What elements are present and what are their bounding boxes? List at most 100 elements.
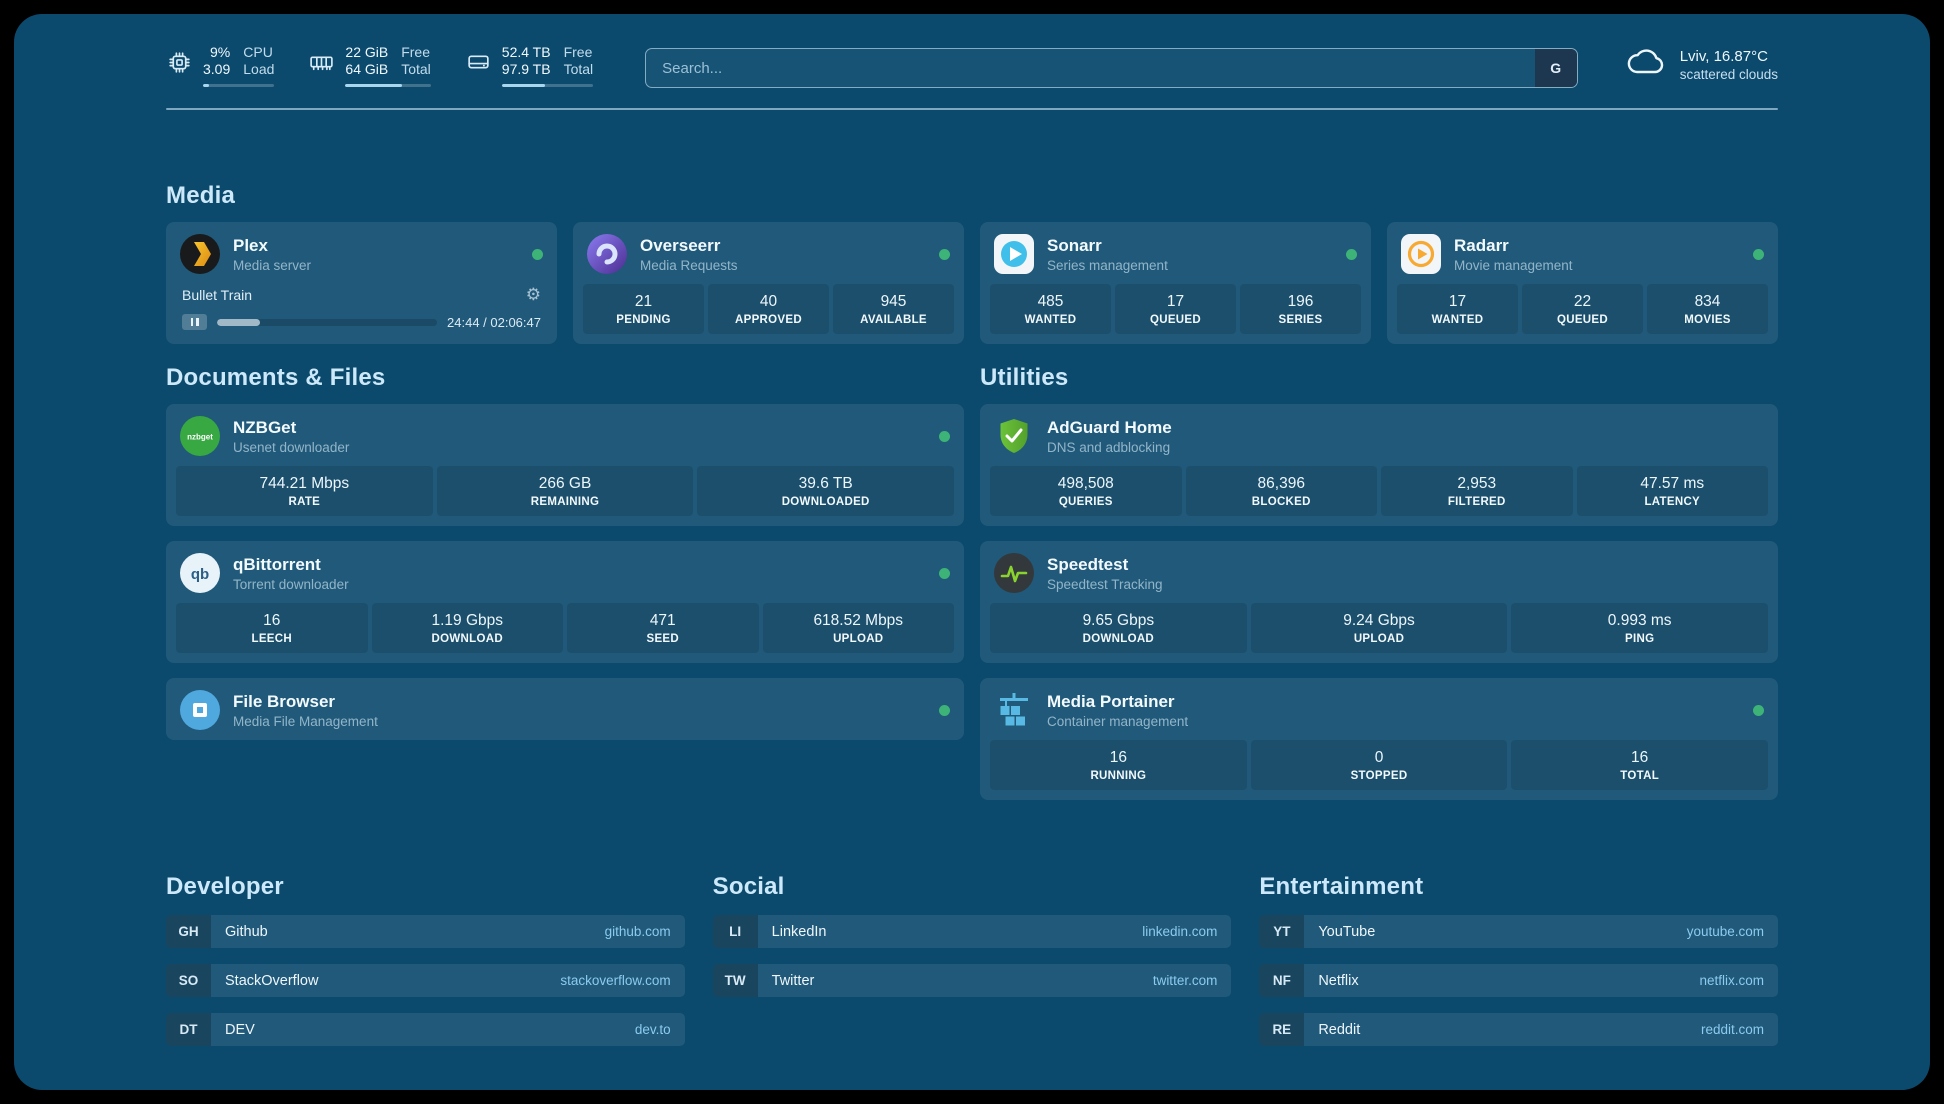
topbar: 9% 3.09 CPU Load <box>166 44 1778 88</box>
service-header-filebrowser[interactable]: File Browser Media File Management <box>166 678 964 740</box>
bookmark-name: DEV <box>225 1021 255 1038</box>
stat-label: SEED <box>646 632 680 645</box>
stat-value: 471 <box>649 611 676 629</box>
stat-value: 47.57 ms <box>1640 474 1705 492</box>
stat-label: APPROVED <box>735 313 802 326</box>
bookmark-domain: twitter.com <box>1152 973 1218 988</box>
service-subtitle: Container management <box>1047 713 1189 729</box>
stat-tile: 0 STOPPED <box>1250 740 1508 790</box>
bookmark-stackoverflow[interactable]: SO StackOverflow stackoverflow.com <box>166 964 685 997</box>
stat-label: PENDING <box>616 313 671 326</box>
bookmark-reddit[interactable]: RE Reddit reddit.com <box>1259 1013 1778 1046</box>
bookmark-github[interactable]: GH Github github.com <box>166 915 685 948</box>
bookmark-twitter[interactable]: TW Twitter twitter.com <box>712 964 1232 997</box>
weather-widget: Lviv, 16.87°C scattered clouds <box>1626 46 1778 83</box>
bookmark-abbr: LI <box>712 915 758 948</box>
stat-tile: 16 TOTAL <box>1511 740 1769 790</box>
service-header-adguard[interactable]: AdGuard Home DNS and adblocking <box>980 404 1778 466</box>
portainer-icon <box>994 690 1034 730</box>
status-dot <box>1753 704 1764 716</box>
bookmark-netflix[interactable]: NF Netflix netflix.com <box>1259 964 1778 997</box>
media-grid: Plex Media server Bullet Train ⚙ 24:44 /… <box>166 222 1778 344</box>
stat-label: RATE <box>288 495 321 508</box>
disk-free-value: 52.4 TB <box>501 44 551 60</box>
disk-total-label: Total <box>563 61 594 77</box>
stat-value: 485 <box>1037 292 1064 310</box>
dashboard-panel: 9% 3.09 CPU Load <box>14 14 1930 1090</box>
service-name: File Browser <box>233 691 336 711</box>
bookmark-abbr: SO <box>166 964 211 997</box>
stat-tile: 471 SEED <box>567 603 759 653</box>
stat-label: DOWNLOAD <box>431 632 503 645</box>
service-header-overseerr[interactable]: Overseerr Media Requests <box>573 222 964 284</box>
stat-label: UPLOAD <box>833 632 884 645</box>
stat-tile: 618.52 Mbps UPLOAD <box>762 603 954 653</box>
divider <box>166 108 1778 110</box>
stat-value: 16 <box>1631 748 1649 766</box>
sonarr-icon <box>994 234 1034 274</box>
search-input[interactable] <box>646 49 1535 87</box>
service-header-plex[interactable]: Plex Media server <box>166 222 557 284</box>
service-header-nzbget[interactable]: nzbget NZBGet Usenet downloader <box>166 404 964 466</box>
stat-tile: 40 APPROVED <box>708 284 829 334</box>
bookmark-group-entertainment: Entertainment YT YouTube youtube.com NF … <box>1259 873 1778 1046</box>
service-name: AdGuard Home <box>1047 417 1172 437</box>
service-stats: 498,508 QUERIES 86,396 BLOCKED 2,953 FILTER… <box>980 466 1778 526</box>
stat-label: AVAILABLE <box>860 313 927 326</box>
stat-label: DOWNLOADED <box>781 495 870 508</box>
weather-location: Lviv, 16.87°C <box>1679 47 1768 65</box>
service-header-qbittorrent[interactable]: qb qBittorrent Torrent downloader <box>166 541 964 603</box>
utilities-column: Utilities AdGuard Home <box>980 344 1778 815</box>
bookmark-dev[interactable]: DT DEV dev.to <box>166 1013 685 1046</box>
service-header-speedtest[interactable]: Speedtest Speedtest Tracking <box>980 541 1778 603</box>
service-stats: 16 LEECH 1.19 Gbps DOWNLOAD 471 SEED 618.52… <box>166 603 964 663</box>
overseerr-icon <box>587 234 627 274</box>
bookmark-name: Netflix <box>1318 972 1359 989</box>
service-subtitle: Series management <box>1047 257 1168 273</box>
bookmark-youtube[interactable]: YT YouTube youtube.com <box>1259 915 1778 948</box>
memory-free-label: Free <box>401 44 431 60</box>
section-title-entertainment: Entertainment <box>1259 873 1424 900</box>
bookmarks-section: Developer GH Github github.com SO StackO… <box>166 873 1778 1046</box>
stat-tile: 196 SERIES <box>1240 284 1361 334</box>
stat-label: QUEUED <box>1149 313 1201 326</box>
memory-icon <box>308 49 335 76</box>
stat-value: 16 <box>263 611 281 629</box>
stat-label: FILTERED <box>1447 495 1506 508</box>
service-card-qbittorrent: qb qBittorrent Torrent downloader 16 LEEC… <box>166 541 964 663</box>
service-card-adguard: AdGuard Home DNS and adblocking 498,508 Q… <box>980 404 1778 526</box>
service-card-radarr: Radarr Movie management 17 WANTED 22 QUEUE… <box>1387 222 1778 344</box>
stat-tile: 498,508 QUERIES <box>990 466 1182 516</box>
now-playing-row: Bullet Train ⚙ <box>166 285 557 305</box>
service-card-nzbget: nzbget NZBGet Usenet downloader 744.21 M… <box>166 404 964 526</box>
bookmark-linkedin[interactable]: LI LinkedIn linkedin.com <box>712 915 1232 948</box>
stat-value: 16 <box>1109 748 1127 766</box>
search-provider-button[interactable]: G <box>1534 49 1577 87</box>
stat-value: 266 GB <box>538 474 592 492</box>
cpu-widget: 9% 3.09 CPU Load <box>166 44 275 87</box>
memory-usage-bar <box>345 84 431 87</box>
gear-icon[interactable]: ⚙ <box>525 285 541 304</box>
stat-value: 22 <box>1573 292 1592 310</box>
bookmark-abbr: TW <box>712 964 758 997</box>
service-card-overseerr: Overseerr Media Requests 21 PENDING 40 APP… <box>573 222 964 344</box>
service-stats: 9.65 Gbps DOWNLOAD 9.24 Gbps UPLOAD 0.993 … <box>980 603 1778 663</box>
service-header-radarr[interactable]: Radarr Movie management <box>1387 222 1778 284</box>
service-header-sonarr[interactable]: Sonarr Series management <box>980 222 1371 284</box>
section-title-utilities: Utilities <box>980 364 1069 391</box>
bookmark-domain: stackoverflow.com <box>560 973 671 988</box>
stat-value: 744.21 Mbps <box>259 474 350 492</box>
service-header-portainer[interactable]: Media Portainer Container management <box>980 678 1778 740</box>
service-name: Overseerr <box>640 235 721 255</box>
service-card-plex: Plex Media server Bullet Train ⚙ 24:44 /… <box>166 222 557 344</box>
bookmark-abbr: GH <box>166 915 211 948</box>
service-card-speedtest: Speedtest Speedtest Tracking 9.65 Gbps DO… <box>980 541 1778 663</box>
status-dot <box>939 430 950 442</box>
disk-total-value: 97.9 TB <box>501 61 551 77</box>
stat-value: 2,953 <box>1457 474 1497 492</box>
disk-usage-bar <box>501 84 594 87</box>
mid-grid: Documents & Files nzbget NZBGet Usenet d <box>166 344 1778 815</box>
stat-label: DOWNLOAD <box>1082 632 1155 645</box>
pause-button[interactable] <box>182 314 207 330</box>
section-title-media: Media <box>166 182 236 209</box>
